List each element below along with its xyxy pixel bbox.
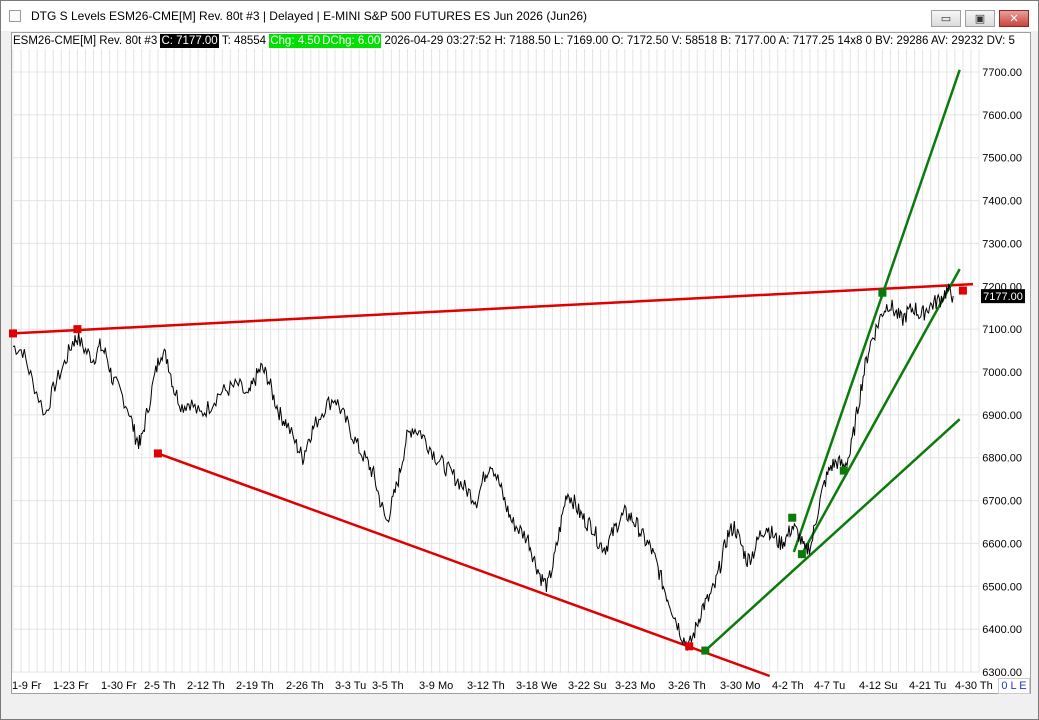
green-anchor-marker (788, 513, 797, 522)
red-anchor-marker (153, 449, 162, 458)
time-tick-label: 3-12 Th (467, 680, 505, 692)
price-tick-label: 6300.00 (982, 667, 1022, 679)
rally-trendline (704, 418, 961, 652)
time-tick-label: 3-9 Mo (419, 680, 453, 692)
time-tick-label: 3-22 Su (568, 680, 607, 692)
resistance-trendline (12, 282, 974, 335)
status-close: C: 7177.00 (160, 34, 219, 48)
time-tick-label: 1-9 Fr (12, 680, 42, 692)
time-axis: 1-9 Fr 1-23 Fr 1-30 Fr 2-5 Th 2-12 Th 2-19 Th… (12, 680, 993, 692)
red-anchor-marker (9, 329, 17, 338)
price-line (12, 282, 954, 651)
rally-trendline (792, 69, 961, 553)
price-tick-label: 7100.00 (982, 324, 1022, 336)
time-tick-label: 3-30 Mo (720, 680, 760, 692)
time-tick-label: 3-26 Th (668, 680, 706, 692)
price-tick-label: 7600.00 (982, 110, 1022, 122)
chart-grid (12, 49, 980, 673)
time-tick-label: 1-30 Fr (101, 680, 137, 692)
last-price-tag: 7177.00 (983, 291, 1023, 303)
price-tick-label: 6400.00 (982, 624, 1022, 636)
time-tick-label: 4-21 Tu (909, 680, 946, 692)
green-anchor-marker (839, 466, 848, 475)
price-tick-label: 6600.00 (982, 538, 1022, 550)
price-axis: 7700.007600.007500.007400.007300.007200.… (982, 67, 1022, 679)
price-tick-label: 6500.00 (982, 581, 1022, 593)
close-icon: ✕ (1009, 12, 1019, 25)
time-tick-label: 3-5 Th (372, 680, 404, 692)
time-tick-label: 4-12 Su (859, 680, 898, 692)
green-anchor-marker (878, 288, 887, 297)
status-chg: Chg: 4.50 (269, 34, 322, 48)
price-tick-label: 6800.00 (982, 453, 1022, 465)
price-tick-label: 7300.00 (982, 238, 1022, 250)
time-tick-label: 3-18 We (516, 680, 557, 692)
close-button[interactable]: ✕ (999, 10, 1029, 27)
time-tick-label: 2-5 Th (144, 680, 176, 692)
price-tick-label: 7000.00 (982, 367, 1022, 379)
quote-status-bar: ESM26-CME[M] Rev. 80t #3 C: 7177.00 T: 4… (13, 34, 1015, 48)
time-tick-label: 4-2 Th (772, 680, 804, 692)
status-dchg: DChg: 6.00 (321, 34, 382, 48)
minimize-button[interactable]: ▭ (931, 10, 961, 27)
app-icon[interactable] (9, 10, 21, 22)
restore-icon: ▣ (974, 12, 986, 25)
red-anchor-marker (958, 286, 967, 295)
support-trendline (157, 452, 771, 678)
trendline-anchors (9, 286, 967, 655)
time-tick-label: 4-30 Th (955, 680, 993, 692)
time-tick-label: 1-23 Fr (53, 680, 89, 692)
status-symbol: ESM26-CME[M] Rev. 80t #3 (13, 35, 158, 47)
price-tick-label: 7500.00 (982, 153, 1022, 165)
time-tick-label: 4-7 Tu (814, 680, 845, 692)
time-tick-label: 2-19 Th (236, 680, 274, 692)
status-ticks: T: 48554 (221, 35, 267, 47)
ole-toggle[interactable]: 0 L E (998, 678, 1030, 694)
last-price-tag-group: 7177.00 (981, 289, 1025, 304)
price-tick-label: 7700.00 (982, 67, 1022, 79)
red-anchor-marker (685, 642, 694, 651)
minimize-icon: ▭ (940, 12, 952, 25)
price-tick-label: 7400.00 (982, 196, 1022, 208)
last-price-tag-bg (981, 289, 1025, 304)
title-bar[interactable]: DTG S Levels ESM26-CME[M] Rev. 80t #3 | … (1, 1, 1038, 31)
price-series (12, 282, 954, 651)
window-title: DTG S Levels ESM26-CME[M] Rev. 80t #3 | … (31, 9, 588, 23)
price-tick-label: 6700.00 (982, 496, 1022, 508)
status-details: 2026-04-29 03:27:52 H: 7188.50 L: 7169.0… (384, 35, 1015, 47)
time-tick-label: 3-3 Tu (335, 680, 366, 692)
chart-area[interactable] (11, 32, 1031, 694)
rally-trendline (800, 268, 961, 555)
time-tick-label: 3-23 Mo (615, 680, 655, 692)
restore-button[interactable]: ▣ (965, 10, 995, 27)
price-tick-label: 6900.00 (982, 410, 1022, 422)
green-anchor-marker (797, 550, 806, 559)
drawn-trendlines (12, 69, 974, 678)
green-anchor-marker (701, 646, 710, 655)
time-tick-label: 2-12 Th (187, 680, 225, 692)
red-anchor-marker (73, 325, 82, 334)
time-tick-label: 2-26 Th (286, 680, 324, 692)
